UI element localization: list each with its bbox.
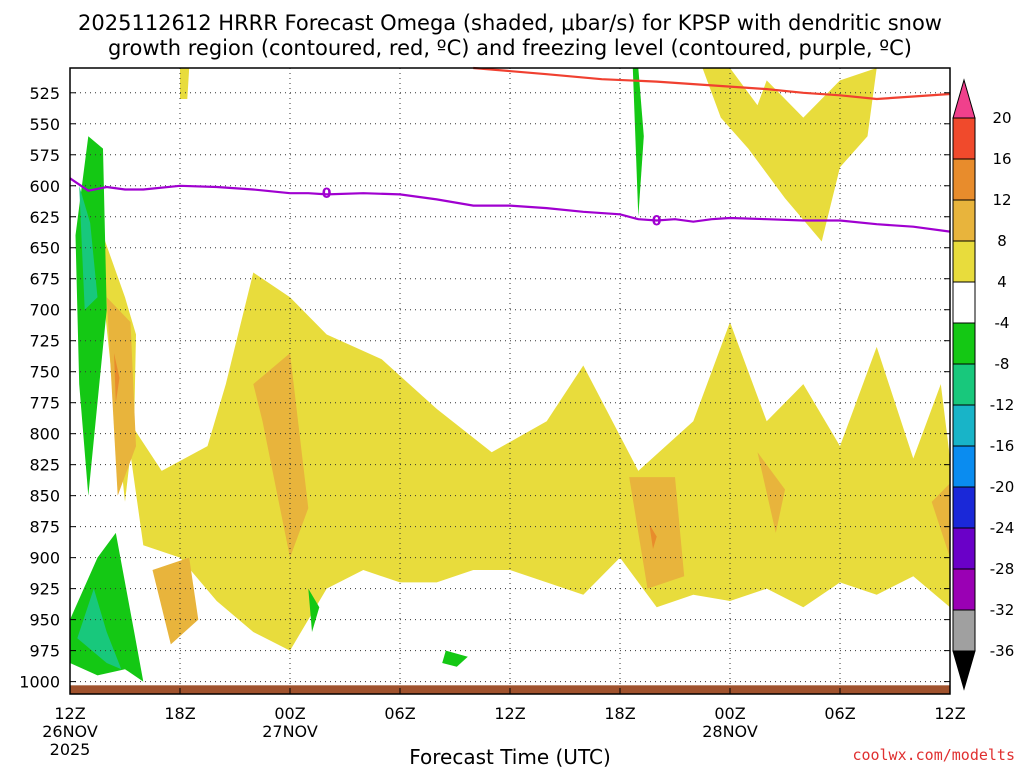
- y-tick-label: 875: [29, 518, 60, 537]
- colorbar-tick-label: -4: [995, 314, 1010, 332]
- omega-region-positive: [931, 483, 950, 558]
- y-tick-label: 675: [29, 270, 60, 289]
- omega-region-upper: [180, 68, 190, 99]
- colorbar-tick-label: -16: [990, 437, 1015, 455]
- omega-region-negative: [632, 68, 644, 217]
- colorbar-band: [952, 281, 976, 324]
- dendritic-growth-line: [473, 66, 951, 101]
- x-tick-label: 28NOV: [702, 722, 758, 741]
- colorbar-tick-label: 16: [992, 150, 1011, 168]
- y-tick-label: 825: [29, 456, 60, 475]
- x-tick-label: 2025: [50, 740, 91, 759]
- y-tick-label: 525: [29, 84, 60, 103]
- grid-lines: [69, 68, 951, 694]
- plot-area: [70, 68, 950, 694]
- colorbar-band: [952, 568, 976, 611]
- omega-region-negative: [77, 588, 122, 670]
- y-tick-label: 800: [29, 425, 60, 444]
- x-tick-label: 00Z: [274, 704, 305, 723]
- x-tick-label: 06Z: [384, 704, 415, 723]
- credit-text: coolwx.com/modelts: [852, 746, 1015, 764]
- y-tick-label: 1000: [19, 673, 60, 692]
- x-axis-label: Forecast Time (UTC): [409, 745, 611, 768]
- y-tick-label: 725: [29, 332, 60, 351]
- colorbar-band: [952, 527, 976, 570]
- y-tick-label: 900: [29, 549, 60, 568]
- omega-region-upper: [702, 68, 877, 242]
- freezing-level-label: 0: [322, 186, 332, 202]
- chart-title-line-1: 2025112612 HRRR Forecast Omega (shaded, …: [78, 11, 942, 35]
- x-tick-label: 18Z: [604, 704, 635, 723]
- y-axis: 525 550 575 600 625 650 675 700 725 750 775 800 825 8…: [19, 84, 950, 692]
- colorbar-band: [952, 609, 976, 652]
- y-tick-label: 700: [29, 301, 60, 320]
- colorbar-tick-label: -32: [990, 601, 1015, 619]
- x-tick-label: 18Z: [164, 704, 195, 723]
- colorbar-band: [952, 445, 976, 488]
- colorbar-tick-label: 8: [997, 232, 1007, 250]
- colorbar-tick-label: 20: [992, 109, 1011, 127]
- colorbar-band: [952, 322, 976, 365]
- colorbar-tick-label: -20: [990, 478, 1015, 496]
- colorbar: -36 -32 -28 -24 -20 -16 -12 -8 -4 4 8 12 16 20: [952, 78, 1015, 691]
- colorbar-band: [952, 486, 976, 529]
- x-tick-label: 00Z: [714, 704, 745, 723]
- omega-region-negative: [308, 588, 320, 632]
- colorbar-tick-label: -8: [995, 355, 1010, 373]
- x-tick-label: 26NOV: [42, 722, 98, 741]
- y-tick-label: 925: [29, 580, 60, 599]
- colorbar-band: [952, 240, 976, 283]
- omega-region-positive: [125, 272, 950, 651]
- y-tick-label: 975: [29, 642, 60, 661]
- colorbar-tick-label: -24: [990, 519, 1015, 537]
- y-tick-label: 950: [29, 611, 60, 630]
- y-tick-label: 775: [29, 394, 60, 413]
- omega-region-negative: [442, 650, 468, 667]
- colorbar-arrow-bottom: [952, 650, 976, 691]
- x-tick-label: 06Z: [824, 704, 855, 723]
- omega-region-positive: [253, 353, 309, 558]
- contour-lines: 00: [69, 66, 951, 233]
- colorbar-band: [952, 199, 976, 242]
- omega-region-positive: [152, 557, 199, 645]
- y-tick-label: 575: [29, 146, 60, 165]
- y-tick-label: 850: [29, 487, 60, 506]
- x-tick-label: 12Z: [494, 704, 525, 723]
- freezing-level-line: [69, 177, 951, 233]
- colorbar-tick-label: 4: [997, 273, 1007, 291]
- omega-region-negative: [79, 185, 98, 310]
- x-tick-label: 12Z: [54, 704, 85, 723]
- chart-title-line-2: growth region (contoured, red, ºC) and f…: [108, 36, 912, 60]
- x-tick-label: 27NOV: [262, 722, 318, 741]
- y-tick-label: 650: [29, 239, 60, 258]
- colorbar-band: [952, 404, 976, 447]
- omega-region-positive: [106, 297, 136, 496]
- y-tick-label: 550: [29, 115, 60, 134]
- colorbar-tick-label: -12: [990, 396, 1015, 414]
- x-tick-label: 12Z: [934, 704, 965, 723]
- colorbar-tick-label: 12: [992, 191, 1011, 209]
- freezing-level-label: 0: [652, 213, 662, 229]
- y-tick-label: 600: [29, 177, 60, 196]
- colorbar-band: [952, 158, 976, 201]
- y-tick-label: 625: [29, 208, 60, 227]
- omega-region-positive: [649, 524, 657, 549]
- colorbar-band: [952, 117, 976, 160]
- colorbar-arrow-top: [952, 78, 976, 119]
- colorbar-tick-label: -36: [990, 642, 1015, 660]
- omega-region-positive: [757, 452, 785, 533]
- omega-region-positive: [114, 353, 120, 403]
- colorbar-band: [952, 363, 976, 406]
- omega-region-positive: [629, 477, 685, 589]
- colorbar-tick-label: -28: [990, 560, 1015, 578]
- y-tick-label: 750: [29, 363, 60, 382]
